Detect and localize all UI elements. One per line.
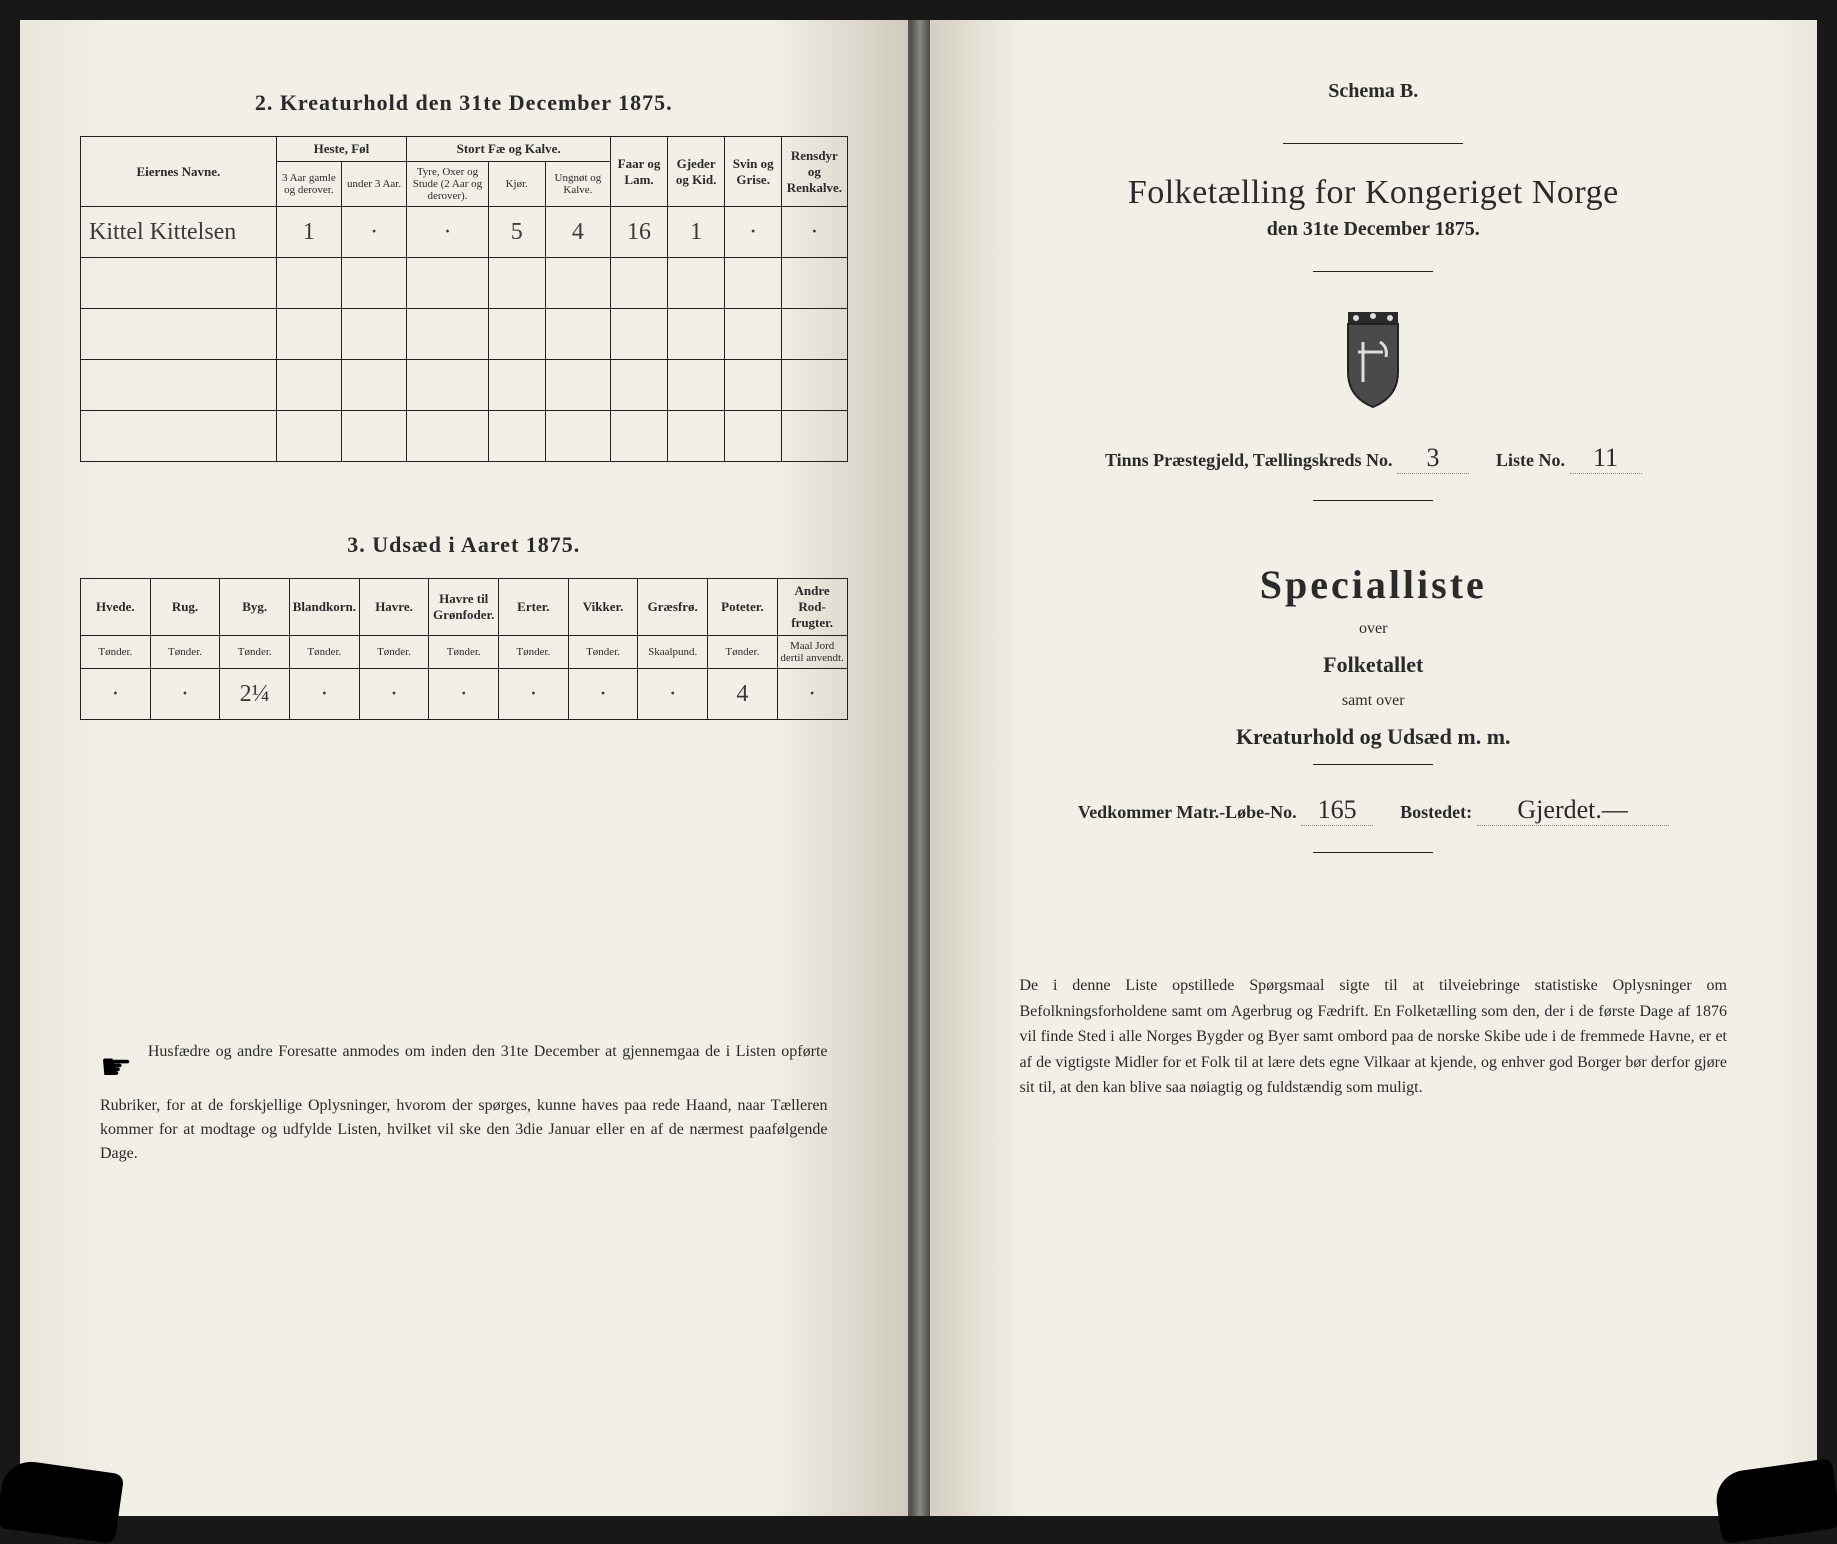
col-header: Andre Rod-frugter. bbox=[777, 579, 847, 636]
divider bbox=[1313, 852, 1433, 853]
col-unit: Tønder. bbox=[81, 636, 151, 669]
col-unit: Skaalpund. bbox=[638, 636, 708, 669]
col-pigs: Svin og Grise. bbox=[725, 137, 782, 207]
col-unit: Tønder. bbox=[220, 636, 290, 669]
label: Bostedet: bbox=[1400, 802, 1472, 822]
livestock-table: Eiernes Navne. Heste, Føl Stort Fæ og Ka… bbox=[80, 136, 848, 462]
table-row: ··2¼······4· bbox=[81, 669, 848, 720]
cell: 4 bbox=[708, 669, 778, 720]
col-header: Byg. bbox=[220, 579, 290, 636]
cell: 4 bbox=[545, 207, 610, 258]
col-header: Poteter. bbox=[708, 579, 778, 636]
label: Kreaturhold og Udsæd m. m. bbox=[990, 724, 1758, 750]
table-row bbox=[81, 411, 848, 462]
cell: · bbox=[725, 207, 782, 258]
book-spread: 2. Kreaturhold den 31te December 1875. E… bbox=[20, 20, 1817, 1516]
table-row bbox=[81, 360, 848, 411]
col-unit: Tønder. bbox=[150, 636, 220, 669]
col-goats: Gjeder og Kid. bbox=[668, 137, 725, 207]
col-unit: Tønder. bbox=[290, 636, 360, 669]
label: samt over bbox=[990, 692, 1758, 710]
matrikkel-line: Vedkommer Matr.-Løbe-No. 165 Bostedet: G… bbox=[990, 795, 1758, 826]
sub-h2: under 3 Aar. bbox=[341, 162, 406, 207]
divider bbox=[1313, 500, 1433, 501]
table-row: Kittel Kittelsen 1 · · 5 4 16 1 · · bbox=[81, 207, 848, 258]
sub-h1: 3 Aar gamle og derover. bbox=[276, 162, 341, 207]
coat-of-arms-icon bbox=[990, 302, 1758, 417]
col-header: Blandkorn. bbox=[290, 579, 360, 636]
kreds-no: 3 bbox=[1397, 443, 1469, 474]
cell: · bbox=[81, 669, 151, 720]
sowing-table: Hvede.Rug.Byg.Blandkorn.Havre.Havre til … bbox=[80, 578, 848, 720]
cell: · bbox=[290, 669, 360, 720]
cell: 16 bbox=[611, 207, 668, 258]
cell: · bbox=[777, 669, 847, 720]
col-header: Havre til Grønfoder. bbox=[429, 579, 499, 636]
table-row bbox=[81, 309, 848, 360]
sub-c1: Tyre, Oxer og Stude (2 Aar og derover). bbox=[407, 162, 489, 207]
footnote-text: Husfædre og andre Foresatte anmodes om i… bbox=[100, 1043, 828, 1162]
specialliste-title: Specialliste bbox=[990, 561, 1758, 608]
matr-no: 165 bbox=[1301, 795, 1373, 826]
label: over bbox=[990, 620, 1758, 638]
cell: 2¼ bbox=[220, 669, 290, 720]
col-header: Græsfrø. bbox=[638, 579, 708, 636]
sub-c2: Kjør. bbox=[488, 162, 545, 207]
cell: · bbox=[638, 669, 708, 720]
col-header: Havre. bbox=[359, 579, 429, 636]
table-row bbox=[81, 258, 848, 309]
main-title: Folketælling for Kongeriget Norge bbox=[990, 174, 1758, 212]
divider bbox=[1313, 764, 1433, 765]
left-page: 2. Kreaturhold den 31te December 1875. E… bbox=[20, 20, 910, 1516]
right-page: Schema B. Folketælling for Kongeriget No… bbox=[930, 20, 1818, 1516]
col-unit: Tønder. bbox=[499, 636, 569, 669]
divider bbox=[1283, 143, 1463, 144]
cell: 1 bbox=[668, 207, 725, 258]
divider bbox=[1313, 271, 1433, 272]
schema-label: Schema B. bbox=[990, 80, 1758, 103]
section-3-title: 3. Udsæd i Aaret 1875. bbox=[80, 532, 848, 558]
page-corner bbox=[0, 1458, 124, 1544]
col-unit: Tønder. bbox=[568, 636, 638, 669]
footnote: ☛ Husfædre og andre Foresatte anmodes om… bbox=[80, 1040, 848, 1166]
bosted: Gjerdet.— bbox=[1477, 795, 1669, 826]
cell: · bbox=[782, 207, 847, 258]
owner-name: Kittel Kittelsen bbox=[81, 207, 277, 258]
col-header: Vikker. bbox=[568, 579, 638, 636]
section-2-title: 2. Kreaturhold den 31te December 1875. bbox=[80, 90, 848, 116]
col-sheep: Faar og Lam. bbox=[611, 137, 668, 207]
col-unit: Tønder. bbox=[359, 636, 429, 669]
col-header: Hvede. bbox=[81, 579, 151, 636]
grp-cattle: Stort Fæ og Kalve. bbox=[407, 137, 611, 162]
col-header: Rug. bbox=[150, 579, 220, 636]
col-header: Erter. bbox=[499, 579, 569, 636]
cell: · bbox=[341, 207, 406, 258]
cell: · bbox=[568, 669, 638, 720]
grp-horses: Heste, Føl bbox=[276, 137, 406, 162]
col-owner: Eiernes Navne. bbox=[81, 137, 277, 207]
cell: 1 bbox=[276, 207, 341, 258]
cell: · bbox=[150, 669, 220, 720]
col-unit: Tønder. bbox=[708, 636, 778, 669]
label: Tinns Præstegjeld, Tællingskreds No. bbox=[1105, 450, 1393, 470]
cell: · bbox=[499, 669, 569, 720]
cell: · bbox=[407, 207, 489, 258]
book-spine bbox=[910, 20, 930, 1516]
label: Vedkommer Matr.-Løbe-No. bbox=[1078, 802, 1297, 822]
label: Liste No. bbox=[1496, 450, 1565, 470]
liste-no: 11 bbox=[1570, 443, 1642, 474]
parish-line: Tinns Præstegjeld, Tællingskreds No. 3 L… bbox=[990, 443, 1758, 474]
cell: 5 bbox=[488, 207, 545, 258]
col-unit: Tønder. bbox=[429, 636, 499, 669]
cell: · bbox=[429, 669, 499, 720]
col-unit: Maal Jord dertil anvendt. bbox=[777, 636, 847, 669]
sub-c3: Ungnøt og Kalve. bbox=[545, 162, 610, 207]
bottom-paragraph: De i denne Liste opstillede Spørgsmaal s… bbox=[990, 973, 1758, 1101]
page-corner bbox=[1713, 1458, 1837, 1544]
manicule-icon: ☛ bbox=[100, 1047, 132, 1087]
cell: · bbox=[359, 669, 429, 720]
col-reindeer: Rensdyr og Renkalve. bbox=[782, 137, 847, 207]
label: Folketallet bbox=[990, 652, 1758, 678]
sub-date: den 31te December 1875. bbox=[990, 218, 1758, 241]
